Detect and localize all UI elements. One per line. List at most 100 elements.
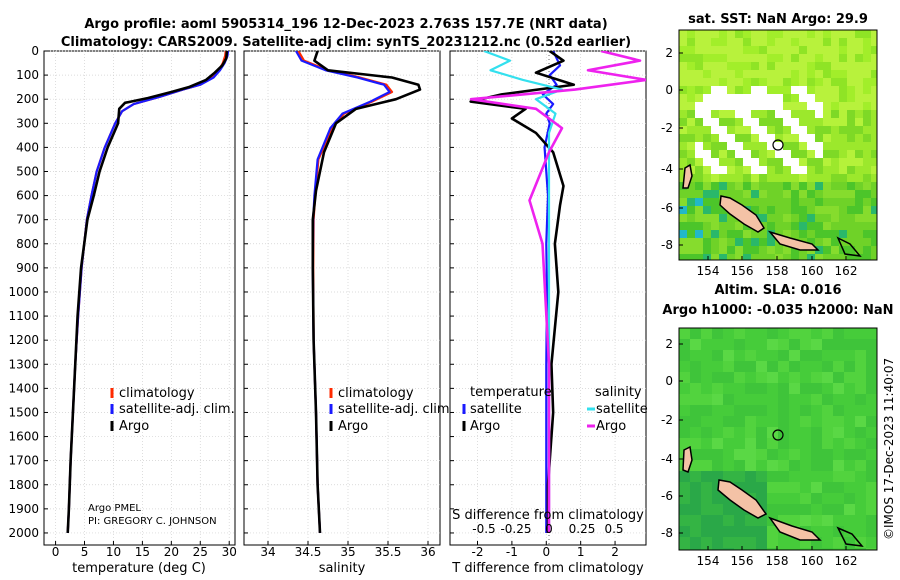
- sst-cell: [751, 182, 759, 190]
- sst-cell: [679, 166, 687, 174]
- sla-cell: [734, 526, 745, 537]
- sla-cell: [778, 394, 789, 405]
- sla-cell: [789, 438, 800, 449]
- sst-cell: [767, 150, 775, 158]
- sla-cell: [778, 482, 789, 493]
- sst-cell: [847, 54, 855, 62]
- sla-cell: [756, 361, 767, 372]
- sla-cell: [833, 493, 844, 504]
- sla-island-3: [767, 516, 822, 541]
- map-lat-label: -6: [661, 489, 673, 503]
- sla-cell: [855, 427, 866, 438]
- sst-cell: [791, 30, 799, 38]
- sst-cell: [807, 254, 815, 260]
- sst-cell: [695, 110, 703, 118]
- sla-cell: [745, 537, 756, 548]
- sst-cell: [863, 190, 871, 198]
- sst-cell: [807, 46, 815, 54]
- sst-cell: [783, 222, 791, 230]
- sst-cell: [775, 102, 783, 110]
- s-tick-label: 0: [545, 522, 553, 536]
- map-lat-label: 0: [665, 83, 673, 97]
- sla-cell: [745, 416, 756, 427]
- sst-cell: [751, 126, 759, 134]
- sst-cell: [743, 78, 751, 86]
- sla-cell: [822, 383, 833, 394]
- sla-latitude-ticks: 2 0 -2 -4 -6 -8: [661, 337, 683, 540]
- sst-cell: [719, 222, 727, 230]
- sst-cell: [815, 190, 823, 198]
- s-tick-label: -0.25: [500, 522, 531, 536]
- sst-cell: [815, 30, 823, 38]
- sst-cell: [727, 150, 735, 158]
- sst-cell: [855, 102, 863, 110]
- sla-cell: [734, 328, 745, 339]
- legend-salinity-title: salinity: [595, 385, 642, 400]
- sst-cell: [711, 158, 719, 166]
- sst-cell: [871, 126, 877, 134]
- series-line-2-0: [541, 51, 562, 533]
- sla-cell: [701, 449, 712, 460]
- sst-cell: [711, 86, 719, 94]
- sla-cell: [767, 493, 778, 504]
- sst-cell: [839, 134, 847, 142]
- sst-cell: [751, 206, 759, 214]
- sst-cell: [735, 174, 743, 182]
- sla-cell: [701, 493, 712, 504]
- sla-cell: [789, 504, 800, 515]
- sst-cell: [791, 190, 799, 198]
- sla-cell: [701, 405, 712, 416]
- sla-cell: [690, 394, 701, 405]
- sst-map-field: [679, 30, 877, 260]
- sla-cell: [701, 339, 712, 350]
- sst-cell: [719, 206, 727, 214]
- depth-tick-label: 1600: [8, 430, 39, 444]
- sst-cell: [703, 150, 711, 158]
- sst-cell: [679, 150, 687, 158]
- sla-cell: [789, 383, 800, 394]
- sst-cell: [799, 166, 807, 174]
- sst-cell: [687, 46, 695, 54]
- sst-cell: [791, 70, 799, 78]
- sst-cell: [703, 62, 711, 70]
- sst-cell: [839, 94, 847, 102]
- sst-cell: [855, 198, 863, 206]
- argo-pi-note: PI: GREGORY C. JOHNSON: [88, 516, 217, 527]
- sst-cell: [863, 78, 871, 86]
- sst-cell: [839, 46, 847, 54]
- sst-cell: [847, 246, 855, 254]
- sla-cell: [866, 372, 877, 383]
- temperature-legend: climatology satellite-adj. clim. Argo: [110, 386, 235, 434]
- sla-cell: [767, 449, 778, 460]
- sst-cell: [735, 134, 743, 142]
- sst-cell: [839, 142, 847, 150]
- sst-cell: [847, 38, 855, 46]
- sla-cell: [701, 383, 712, 394]
- sst-cell: [799, 38, 807, 46]
- sla-cell: [855, 339, 866, 350]
- sla-cell: [756, 394, 767, 405]
- sla-cell: [701, 460, 712, 471]
- sla-cell: [756, 416, 767, 427]
- sst-cell: [871, 150, 877, 158]
- sla-cell: [778, 416, 789, 427]
- sst-cell: [847, 94, 855, 102]
- sst-cell: [807, 118, 815, 126]
- sla-cell: [679, 493, 690, 504]
- sst-cell: [735, 182, 743, 190]
- sla-cell: [712, 405, 723, 416]
- x-tick-label: 35: [340, 545, 355, 559]
- depth-tick-label: 1100: [8, 309, 39, 323]
- sst-cell: [703, 142, 711, 150]
- sla-cell: [789, 537, 800, 548]
- sst-cell: [687, 198, 695, 206]
- sla-cell: [690, 548, 701, 550]
- legend-t-satellite-label: satellite: [470, 402, 522, 417]
- sla-cell: [844, 438, 855, 449]
- sst-cell: [703, 134, 711, 142]
- sst-cell: [687, 30, 695, 38]
- sst-cell: [735, 70, 743, 78]
- sla-map-title-line2: Argo h1000: -0.035 h2000: NaN: [662, 303, 893, 318]
- sst-cell: [791, 214, 799, 222]
- sst-cell: [863, 166, 871, 174]
